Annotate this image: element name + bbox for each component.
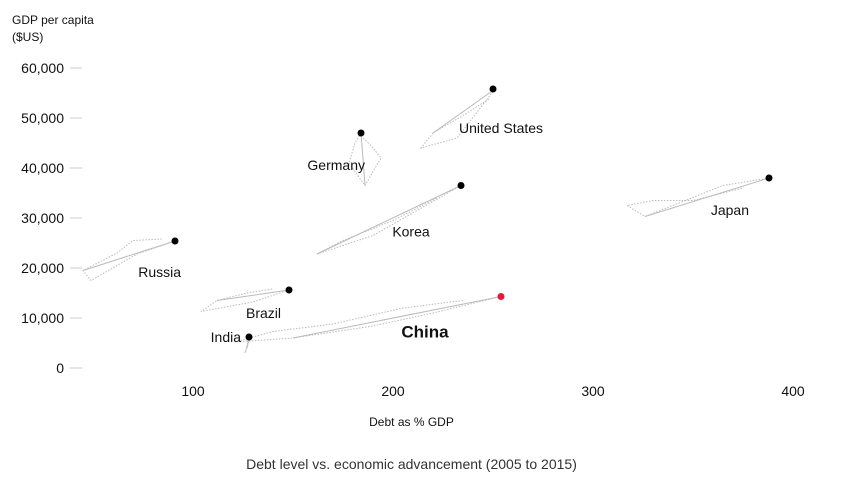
x-tick-label: 400 — [781, 383, 805, 399]
trail-path — [234, 296, 502, 343]
trail-path — [419, 88, 496, 149]
x-tick-label: 300 — [581, 383, 605, 399]
trail-connector — [644, 177, 770, 217]
y-tick-label: 40,000 — [21, 160, 64, 176]
data-point — [357, 129, 365, 137]
y-tick-label: 60,000 — [21, 60, 64, 76]
point-label: Brazil — [246, 305, 281, 321]
trail-connector — [292, 296, 502, 339]
trail-connector — [316, 185, 462, 255]
y-tick-label: 20,000 — [21, 260, 64, 276]
trail-path — [625, 177, 770, 218]
data-point — [765, 174, 773, 182]
x-tick-label: 100 — [181, 383, 205, 399]
point-label: China — [401, 323, 449, 342]
x-axis-label: Debt as % GDP — [369, 415, 454, 429]
y-tick-label: 50,000 — [21, 110, 64, 126]
y-axis-label: GDP per capita ($US) — [12, 12, 94, 46]
y-tick-label: 30,000 — [21, 210, 64, 226]
point-label: Japan — [711, 202, 749, 218]
trail-path — [348, 132, 382, 187]
chart-caption: Debt level vs. economic advancement (200… — [246, 456, 577, 472]
x-tick-label: 200 — [381, 383, 405, 399]
trail-connector — [82, 240, 176, 271]
y-axis-label-line1: GDP per capita — [12, 13, 94, 27]
trail-connector — [360, 132, 366, 186]
point-label: Germany — [307, 157, 365, 173]
data-point — [497, 293, 505, 300]
point-label: Korea — [392, 224, 430, 240]
trail-connector — [432, 88, 496, 134]
point-label: United States — [459, 120, 543, 136]
data-point — [245, 333, 253, 341]
point-label: India — [211, 329, 242, 345]
data-point — [489, 85, 497, 93]
data-point — [171, 237, 179, 245]
scatter-chart: 0 10,000 20,000 30,000 40,000 50,000 60,000 100… — [21, 60, 805, 399]
y-axis-label-line2: ($US) — [12, 30, 44, 44]
data-point — [285, 286, 293, 294]
data-point — [457, 182, 465, 189]
y-tick-label: 0 — [56, 360, 64, 376]
trail-connector — [216, 289, 290, 301]
point-label: Russia — [138, 264, 181, 280]
y-tick-label: 10,000 — [21, 310, 64, 326]
